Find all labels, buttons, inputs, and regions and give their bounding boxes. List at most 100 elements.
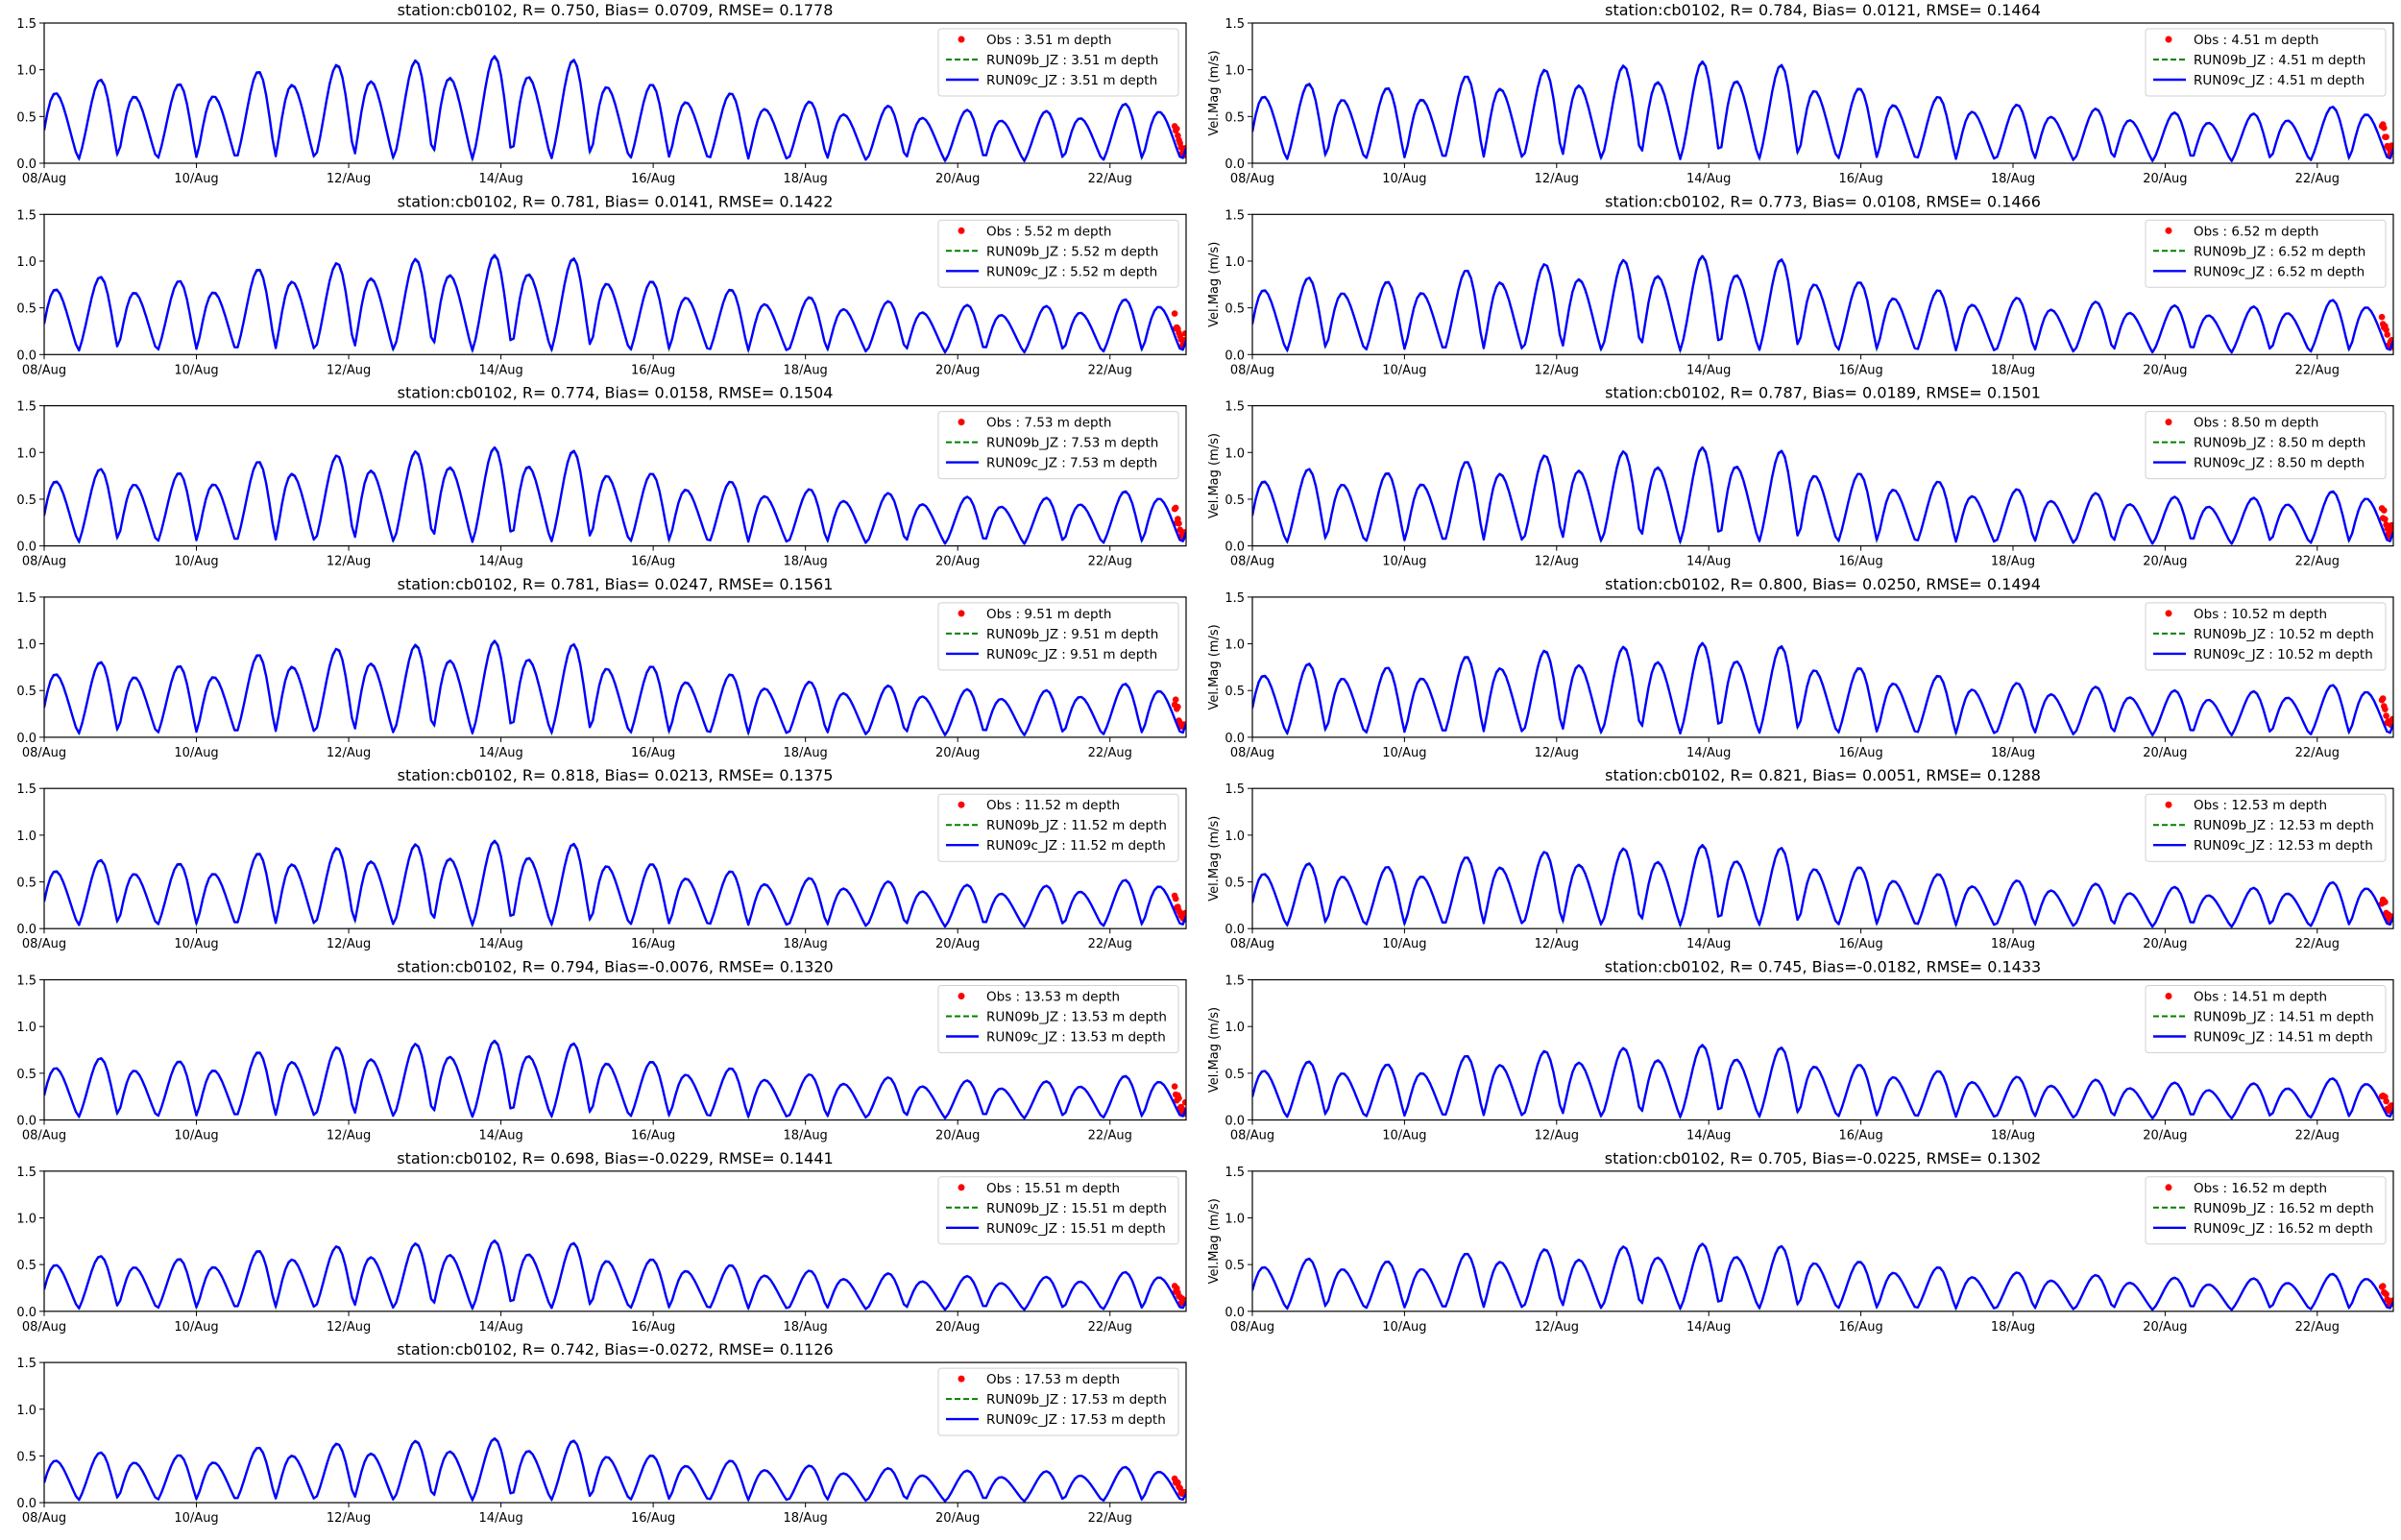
x-tick-label: 08/Aug [22, 1129, 66, 1143]
obs-point [1176, 1095, 1182, 1102]
legend-label: RUN09b_JZ : 11.52 m depth [986, 818, 1167, 833]
x-tick-label: 18/Aug [1991, 746, 2035, 760]
legend: Obs : 7.53 m depth RUN09b_JZ : 7.53 m dep… [937, 411, 1179, 480]
obs-point [2382, 706, 2389, 712]
x-tick-label: 10/Aug [1382, 555, 1426, 569]
run09c-series-line [1252, 60, 2393, 162]
y-axis-label: Vel.Mag (m/s) [1207, 1198, 1222, 1284]
x-tick-label: 10/Aug [174, 937, 218, 951]
x-tick-label: 22/Aug [1088, 172, 1132, 186]
x-tick-label: 18/Aug [1991, 1129, 2035, 1143]
legend-box [2145, 219, 2387, 288]
y-tick-label: 0.0 [16, 732, 36, 746]
legend-obs-marker [2165, 419, 2172, 426]
legend-box [2145, 411, 2387, 480]
legend-label: RUN09b_JZ : 5.52 m depth [986, 244, 1158, 259]
run09c-series-line [1252, 1242, 2393, 1311]
legend-box [937, 1176, 1179, 1245]
x-tick-label: 10/Aug [1382, 746, 1426, 760]
y-tick-label: 0.5 [16, 1450, 36, 1464]
x-tick-label: 14/Aug [1686, 555, 1731, 569]
x-tick-label: 10/Aug [1382, 1129, 1426, 1143]
y-axis-label: Vel.Mag (m/s) [1207, 624, 1222, 710]
legend: Obs : 4.51 m depth RUN09b_JZ : 4.51 m dep… [2145, 28, 2387, 97]
run09c-series-line [44, 1239, 1186, 1311]
run09c-series-line [44, 55, 1186, 162]
x-tick-label: 18/Aug [784, 363, 828, 377]
legend-label: RUN09c_JZ : 11.52 m depth [986, 838, 1166, 854]
plot-area [44, 1039, 1186, 1120]
obs-point [2383, 1290, 2389, 1298]
obs-point [1176, 519, 1182, 527]
axes-frame [43, 978, 1187, 1121]
y-tick-label: 1.5 [16, 17, 36, 32]
obs-point [2384, 331, 2390, 338]
axes-frame [43, 213, 1187, 355]
panel-title: station:cb0102, R= 0.781, Bias= 0.0247, … [398, 575, 834, 593]
y-tick-label: 0.5 [16, 1068, 36, 1082]
y-tick-label: 1.0 [1225, 255, 1245, 270]
legend-label: RUN09b_JZ : 7.53 m depth [986, 436, 1158, 451]
x-tick-label: 22/Aug [2295, 1129, 2340, 1143]
y-tick-label: 0.0 [1225, 541, 1245, 555]
legend: Obs : 11.52 m depth RUN09b_JZ : 11.52 m d… [937, 793, 1179, 862]
x-tick-label: 10/Aug [174, 172, 218, 186]
run09b-series-line [1252, 1044, 2393, 1120]
legend-label: RUN09c_JZ : 14.51 m depth [2194, 1030, 2373, 1046]
legend-label: Obs : 17.53 m depth [986, 1372, 1120, 1387]
x-tick-label: 16/Aug [1838, 746, 1882, 760]
y-tick-label: 0.5 [1225, 110, 1245, 125]
x-tick-label: 20/Aug [2143, 1320, 2187, 1335]
legend-obs-marker [958, 801, 965, 808]
y-tick-label: 0.0 [16, 923, 36, 937]
y-tick-label: 0.5 [1225, 877, 1245, 891]
plot-area [44, 55, 1186, 163]
x-tick-label: 14/Aug [478, 1129, 522, 1143]
legend: Obs : 15.51 m depth RUN09b_JZ : 15.51 m d… [937, 1176, 1179, 1245]
x-tick-label: 08/Aug [1230, 363, 1274, 377]
x-tick-label: 12/Aug [327, 1129, 371, 1143]
panel-title: station:cb0102, R= 0.787, Bias= 0.0189, … [1605, 384, 2041, 402]
x-tick-label: 22/Aug [2295, 937, 2340, 951]
x-tick-label: 14/Aug [478, 937, 522, 951]
legend: Obs : 6.52 m depth RUN09b_JZ : 6.52 m dep… [2145, 219, 2387, 288]
x-tick-label: 10/Aug [174, 1320, 218, 1335]
x-tick-label: 20/Aug [935, 363, 980, 377]
plot-area [44, 639, 1186, 737]
legend-obs-marker [2165, 1184, 2172, 1191]
x-tick-label: 20/Aug [2143, 555, 2187, 569]
legend-box [937, 1367, 1179, 1436]
x-tick-label: 10/Aug [174, 1511, 218, 1526]
y-tick-label: 0.0 [1225, 1115, 1245, 1129]
axes-frame [43, 1361, 1187, 1504]
obs-point [1181, 909, 1186, 917]
subplot-panel: station:cb0102, R= 0.821, Bias= 0.0051, … [1207, 766, 2394, 951]
x-tick-label: 18/Aug [784, 172, 828, 186]
x-tick-label: 16/Aug [1838, 555, 1882, 569]
panel-title: station:cb0102, R= 0.821, Bias= 0.0051, … [1605, 766, 2041, 784]
obs-point [2383, 712, 2389, 719]
legend-box [937, 985, 1179, 1053]
y-axis-label: Vel.Mag (m/s) [1207, 816, 1222, 902]
legend: Obs : 10.52 m depth RUN09b_JZ : 10.52 m d… [2145, 602, 2387, 671]
legend: Obs : 16.52 m depth RUN09b_JZ : 16.52 m d… [2145, 1176, 2387, 1245]
x-tick-label: 20/Aug [935, 937, 980, 951]
legend-obs-marker [2165, 227, 2172, 234]
x-tick-label: 10/Aug [174, 746, 218, 760]
y-tick-label: 1.0 [1225, 1212, 1245, 1226]
legend-box [937, 28, 1179, 97]
subplot-panel: station:cb0102, R= 0.745, Bias=-0.0182, … [1207, 958, 2394, 1143]
x-tick-label: 20/Aug [2143, 746, 2187, 760]
legend-label: RUN09c_JZ : 5.52 m depth [986, 264, 1157, 279]
legend-label: RUN09c_JZ : 9.51 m depth [986, 647, 1157, 662]
y-axis-label: Vel.Mag (m/s) [1207, 50, 1222, 135]
legend-label: Obs : 15.51 m depth [986, 1181, 1120, 1196]
y-tick-label: 1.5 [16, 1166, 36, 1180]
legend: Obs : 14.51 m depth RUN09b_JZ : 14.51 m d… [2145, 985, 2387, 1053]
run09c-series-line [1252, 641, 2393, 736]
obs-series [1171, 1283, 1186, 1307]
y-axis-label: Vel.Mag (m/s) [1207, 1007, 1222, 1093]
subplot-panel: station:cb0102, R= 0.784, Bias= 0.0121, … [1207, 1, 2394, 186]
panel-title: station:cb0102, R= 0.745, Bias=-0.0182, … [1605, 958, 2041, 976]
x-tick-label: 22/Aug [1088, 555, 1132, 569]
